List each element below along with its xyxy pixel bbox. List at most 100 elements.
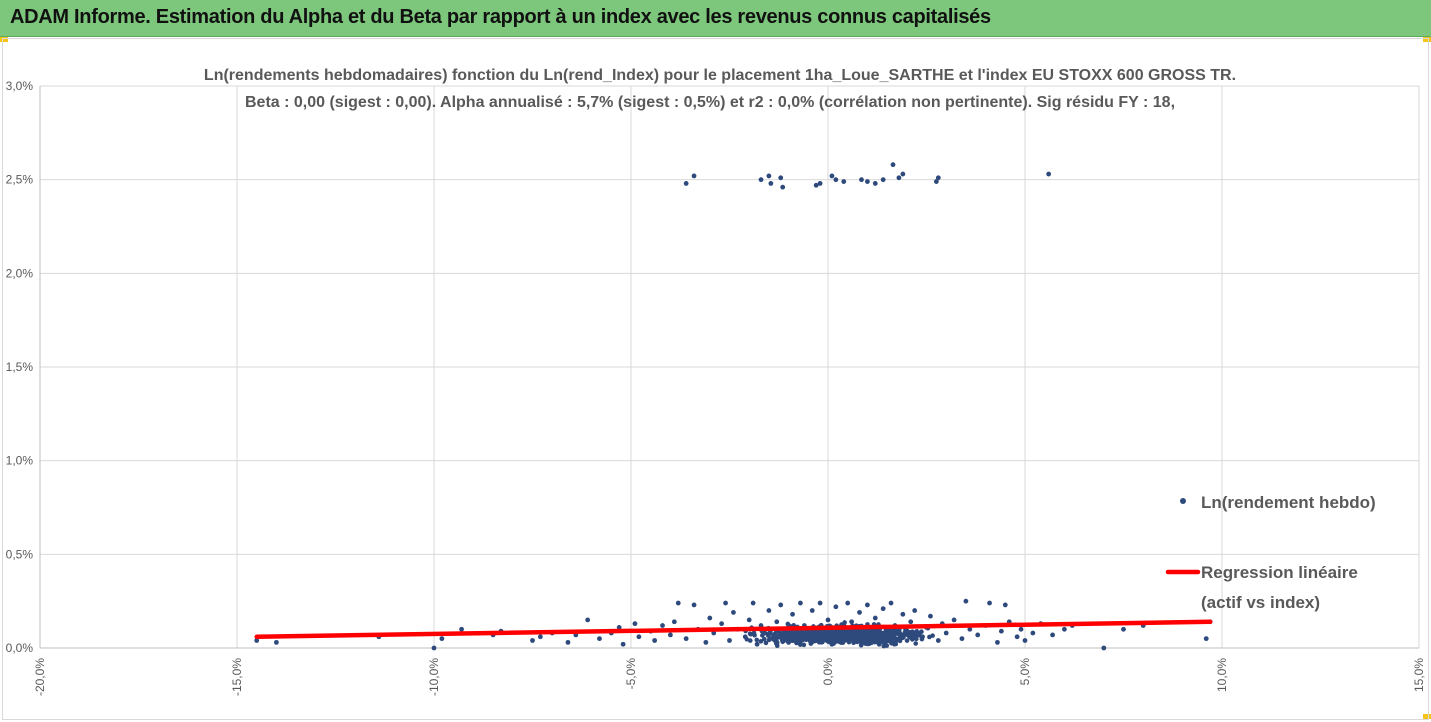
- data-point: [833, 177, 839, 183]
- data-point: [1050, 632, 1055, 638]
- data-point: [768, 181, 774, 186]
- data-point: [868, 638, 874, 643]
- data-point: [841, 179, 847, 184]
- data-point: [719, 621, 725, 627]
- data-point: [827, 629, 832, 635]
- data-point: [861, 630, 867, 636]
- data-point: [820, 639, 825, 645]
- data-point: [1030, 630, 1036, 636]
- data-point: [853, 633, 858, 639]
- data-point: [780, 184, 786, 190]
- corner-accent-right: [1423, 37, 1431, 42]
- data-point: [794, 640, 799, 645]
- x-tick-label: -5,0%: [624, 658, 638, 690]
- data-point: [274, 639, 279, 645]
- corner-accent-left: [0, 37, 8, 42]
- data-point: [565, 639, 571, 645]
- data-point: [817, 181, 823, 186]
- data-point: [668, 632, 673, 638]
- data-point: [913, 641, 919, 646]
- data-point: [844, 631, 850, 636]
- data-point: [908, 619, 914, 625]
- x-tick-label: -20,0%: [33, 658, 47, 696]
- data-point: [744, 636, 750, 642]
- data-point: [880, 606, 886, 612]
- data-point: [1002, 602, 1008, 608]
- data-point: [998, 628, 1004, 634]
- data-point: [1046, 171, 1052, 177]
- data-point: [877, 635, 883, 640]
- regression-line: [254, 619, 1213, 640]
- data-point: [880, 177, 886, 183]
- x-tick-label: 15,0%: [1412, 658, 1426, 692]
- y-tick-label: 2,5%: [6, 173, 34, 187]
- data-point: [768, 636, 774, 641]
- data-point: [785, 638, 790, 644]
- data-point: [886, 637, 891, 643]
- data-point: [829, 173, 835, 179]
- data-point: [766, 632, 772, 637]
- data-point: [889, 640, 894, 646]
- data-point: [833, 604, 839, 610]
- data-point: [675, 600, 681, 606]
- data-point: [530, 638, 535, 643]
- data-point: [904, 638, 910, 643]
- data-point: [1022, 638, 1028, 643]
- data-point: [750, 600, 756, 606]
- data-point: [780, 637, 785, 643]
- data-point: [935, 175, 941, 181]
- chart-title-line-1: Ln(rendements hebdomadaires) fonction du…: [204, 67, 1236, 84]
- data-point: [933, 179, 939, 184]
- data-point: [813, 182, 819, 188]
- data-point: [872, 615, 878, 621]
- data-point: [1014, 634, 1020, 640]
- data-point: [585, 617, 591, 623]
- data-point: [763, 640, 769, 646]
- data-point: [798, 635, 803, 640]
- data-point: [835, 631, 840, 637]
- header-bar: ADAM Informe. Estimation du Alpha et du …: [0, 0, 1431, 37]
- data-point: [845, 600, 851, 606]
- data-point: [778, 602, 784, 608]
- y-tick-label: 3,0%: [6, 79, 34, 93]
- data-point: [703, 639, 709, 645]
- legend: Ln(rendement hebdo) Regression linéaire …: [1165, 493, 1376, 612]
- data-point: [895, 637, 901, 643]
- data-point: [943, 630, 949, 636]
- data-point: [900, 171, 906, 177]
- data-point: [864, 635, 870, 641]
- data-point: [774, 619, 780, 625]
- data-point: [917, 633, 922, 638]
- data-point: [597, 636, 602, 642]
- data-point: [773, 637, 779, 643]
- legend-label-regression-1: Regression linéaire: [1201, 563, 1358, 582]
- data-point: [891, 631, 897, 637]
- data-point: [1203, 636, 1209, 642]
- data-point: [691, 173, 697, 179]
- regression-layer: [254, 619, 1213, 640]
- data-point: [967, 626, 973, 632]
- data-point: [632, 621, 638, 627]
- data-point: [671, 619, 677, 625]
- data-point: [820, 634, 825, 639]
- data-point: [865, 602, 870, 608]
- data-point: [863, 639, 869, 645]
- data-point: [987, 600, 992, 606]
- data-point: [731, 610, 736, 615]
- data-point: [928, 613, 933, 619]
- x-tick-label: 0,0%: [821, 658, 835, 686]
- data-point: [894, 629, 900, 635]
- data-point: [975, 632, 981, 638]
- report-title: ADAM Informe. Estimation du Alpha et du …: [10, 6, 991, 28]
- data-point: [616, 624, 622, 630]
- data-point: [872, 181, 878, 186]
- data-point: [919, 636, 925, 642]
- data-point: [858, 642, 864, 648]
- x-tick-label: -15,0%: [230, 658, 244, 696]
- data-point: [900, 611, 906, 617]
- data-point: [784, 635, 790, 640]
- legend-label-regression-2: (actif vs index): [1201, 593, 1320, 612]
- data-point: [1018, 626, 1024, 632]
- data-point: [805, 634, 811, 639]
